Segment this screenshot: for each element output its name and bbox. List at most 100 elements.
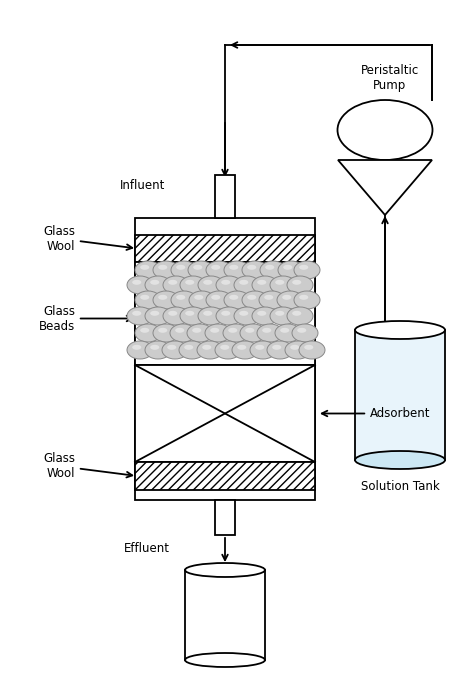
- Text: Glass
Wool: Glass Wool: [43, 452, 132, 480]
- Ellipse shape: [153, 261, 179, 279]
- Ellipse shape: [189, 291, 215, 309]
- Ellipse shape: [297, 328, 306, 333]
- Ellipse shape: [176, 265, 185, 269]
- Ellipse shape: [127, 276, 153, 294]
- Ellipse shape: [211, 265, 220, 269]
- Ellipse shape: [163, 307, 189, 325]
- Ellipse shape: [299, 295, 308, 300]
- Ellipse shape: [220, 345, 229, 350]
- Ellipse shape: [237, 345, 246, 350]
- Ellipse shape: [292, 324, 318, 342]
- Ellipse shape: [171, 291, 197, 309]
- Bar: [135, 462, 315, 490]
- Ellipse shape: [283, 265, 292, 269]
- Ellipse shape: [158, 295, 167, 300]
- Ellipse shape: [234, 276, 260, 294]
- Ellipse shape: [158, 265, 167, 269]
- Bar: [185, 570, 265, 660]
- Ellipse shape: [140, 328, 149, 333]
- Ellipse shape: [135, 261, 161, 279]
- Ellipse shape: [270, 276, 296, 294]
- Ellipse shape: [175, 328, 184, 333]
- Ellipse shape: [180, 307, 206, 325]
- Polygon shape: [338, 160, 432, 215]
- Ellipse shape: [140, 265, 149, 269]
- Ellipse shape: [267, 341, 293, 359]
- Ellipse shape: [245, 328, 254, 333]
- Ellipse shape: [185, 280, 194, 285]
- Ellipse shape: [127, 307, 153, 325]
- Ellipse shape: [262, 328, 271, 333]
- Bar: [355, 330, 445, 460]
- Ellipse shape: [197, 341, 223, 359]
- Ellipse shape: [272, 345, 281, 350]
- Text: Solution Tank: Solution Tank: [361, 480, 439, 493]
- Ellipse shape: [239, 280, 248, 285]
- Text: Peristaltic
Pump: Peristaltic Pump: [361, 64, 419, 92]
- Ellipse shape: [150, 345, 159, 350]
- Ellipse shape: [216, 276, 242, 294]
- Ellipse shape: [168, 311, 177, 316]
- Ellipse shape: [188, 261, 214, 279]
- Ellipse shape: [299, 341, 325, 359]
- Ellipse shape: [135, 324, 161, 342]
- Ellipse shape: [171, 261, 197, 279]
- Bar: [135, 365, 315, 462]
- Ellipse shape: [257, 311, 266, 316]
- Ellipse shape: [216, 307, 242, 325]
- Ellipse shape: [355, 451, 445, 469]
- Ellipse shape: [215, 341, 241, 359]
- Ellipse shape: [247, 295, 256, 300]
- Ellipse shape: [232, 341, 258, 359]
- Ellipse shape: [203, 311, 212, 316]
- Ellipse shape: [132, 280, 141, 285]
- Ellipse shape: [127, 341, 153, 359]
- Ellipse shape: [162, 341, 188, 359]
- Ellipse shape: [135, 291, 161, 309]
- Ellipse shape: [205, 324, 231, 342]
- Ellipse shape: [290, 345, 299, 350]
- Ellipse shape: [206, 261, 232, 279]
- Ellipse shape: [180, 276, 206, 294]
- Ellipse shape: [275, 324, 301, 342]
- Ellipse shape: [234, 307, 260, 325]
- Ellipse shape: [168, 280, 177, 285]
- Ellipse shape: [257, 280, 266, 285]
- Ellipse shape: [257, 324, 283, 342]
- Ellipse shape: [294, 261, 320, 279]
- Ellipse shape: [184, 345, 193, 350]
- Ellipse shape: [259, 291, 285, 309]
- Ellipse shape: [202, 345, 211, 350]
- Ellipse shape: [229, 295, 238, 300]
- Ellipse shape: [278, 261, 304, 279]
- Ellipse shape: [198, 307, 224, 325]
- Ellipse shape: [210, 328, 219, 333]
- Ellipse shape: [265, 265, 274, 269]
- Ellipse shape: [304, 345, 313, 350]
- Ellipse shape: [287, 307, 313, 325]
- Ellipse shape: [221, 280, 230, 285]
- Ellipse shape: [185, 653, 265, 667]
- Ellipse shape: [280, 328, 289, 333]
- Ellipse shape: [252, 276, 278, 294]
- Text: Adsorbent: Adsorbent: [322, 407, 430, 420]
- Ellipse shape: [277, 291, 303, 309]
- Ellipse shape: [153, 324, 179, 342]
- Ellipse shape: [203, 280, 212, 285]
- Ellipse shape: [355, 321, 445, 339]
- Bar: [135, 235, 315, 262]
- Ellipse shape: [223, 324, 249, 342]
- Ellipse shape: [167, 345, 176, 350]
- Ellipse shape: [150, 280, 159, 285]
- Ellipse shape: [211, 295, 220, 300]
- Ellipse shape: [221, 311, 230, 316]
- Ellipse shape: [287, 276, 313, 294]
- Ellipse shape: [132, 345, 141, 350]
- Ellipse shape: [260, 261, 286, 279]
- Ellipse shape: [239, 311, 248, 316]
- Ellipse shape: [285, 341, 311, 359]
- Ellipse shape: [250, 341, 276, 359]
- Ellipse shape: [242, 261, 268, 279]
- Text: Glass
Wool: Glass Wool: [43, 225, 132, 252]
- Ellipse shape: [282, 295, 292, 300]
